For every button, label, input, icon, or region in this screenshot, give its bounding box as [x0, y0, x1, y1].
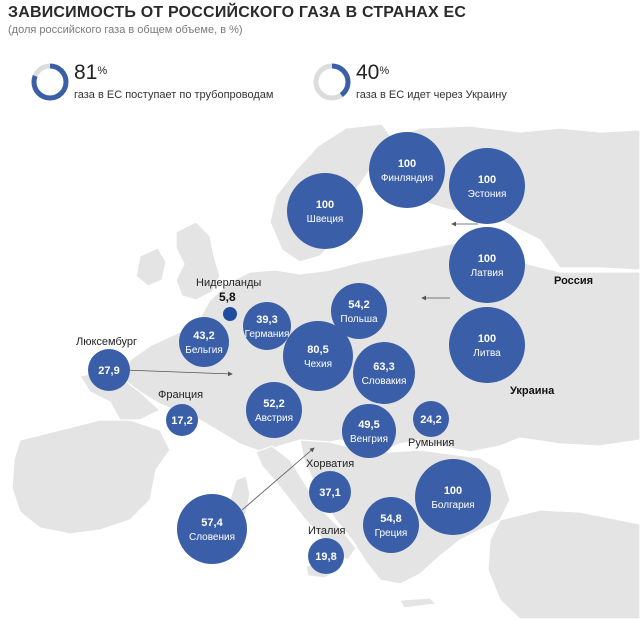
bubble-label: Латвия	[471, 268, 504, 279]
bubble-value: 52,2	[263, 398, 284, 410]
ring-chart-icon	[313, 63, 351, 101]
bubble-value: 37,1	[319, 487, 340, 499]
page-title: ЗАВИСИМОСТЬ ОТ РОССИЙСКОГО ГАЗА В СТРАНА…	[8, 4, 467, 21]
bubble-label: Чехия	[304, 359, 332, 370]
bubble-label: Бельгия	[185, 345, 223, 356]
bubble-label: Словакия	[362, 376, 407, 387]
bubble-finland: 100 Финляндия	[369, 132, 445, 208]
bubble-label: Эстония	[468, 189, 507, 200]
bubble-italy: 19,8	[308, 538, 344, 574]
bubble-value: 54,2	[348, 299, 369, 311]
bubble-belgium: 43,2 Бельгия	[179, 317, 229, 367]
label-croatia: Хорватия	[306, 458, 354, 470]
bubble-value: 19,8	[315, 551, 336, 563]
stat-description: газа в ЕС поступает по трубопроводам	[74, 89, 274, 101]
bubble-value: 80,5	[307, 344, 328, 356]
bubble-value: 24,2	[420, 414, 441, 426]
label-netherlands: Нидерланды	[196, 277, 261, 289]
bubble-slovakia: 63,3 Словакия	[353, 342, 415, 404]
bubble-value: 100	[398, 158, 416, 170]
bubble-value: 17,2	[171, 415, 192, 427]
page-subtitle: (доля российского газа в общем объеме, в…	[8, 24, 243, 36]
bubble-germany: 39,3 Германия	[243, 302, 291, 350]
bubble-value: 54,8	[380, 513, 401, 525]
label-luxembourg: Люксембург	[76, 336, 137, 348]
bubble-value: 43,2	[193, 330, 214, 342]
bubble-value: 100	[316, 199, 334, 211]
bubble-greece: 54,8 Греция	[363, 497, 419, 553]
bubble-lithuania: 100 Литва	[449, 307, 525, 383]
marker-netherlands	[223, 307, 237, 321]
bubble-label: Болгария	[431, 500, 474, 511]
stat-value: 81%	[74, 61, 108, 84]
bubble-value: 100	[444, 485, 462, 497]
bubble-value: 57,4	[201, 517, 223, 529]
stat-value: 40%	[356, 61, 390, 84]
bubble-label: Греция	[375, 528, 408, 539]
bubble-value: 63,3	[373, 361, 394, 373]
bubble-label: Польша	[340, 314, 378, 325]
bubble-label: Финляндия	[381, 173, 433, 184]
bubble-czech: 80,5 Чехия	[283, 321, 353, 391]
bubble-luxembourg: 27,9	[88, 349, 130, 391]
bubble-latvia: 100 Латвия	[449, 227, 525, 303]
bubble-poland: 54,2 Польша	[331, 283, 387, 339]
bubble-estonia: 100 Эстония	[449, 148, 525, 224]
pointer-lines	[123, 221, 478, 511]
bubble-france: 17,2	[166, 404, 198, 436]
bubble-austria: 52,2 Австрия	[246, 382, 302, 438]
region-label-ukraine: Украина	[510, 385, 555, 397]
bubble-label: Литва	[473, 348, 501, 359]
bubble-bulgaria: 100 Болгария	[415, 459, 491, 535]
label-romania: Румыния	[408, 437, 454, 449]
region-label-russia: Россия	[554, 275, 593, 287]
bubble-label: Австрия	[255, 413, 293, 424]
bubble-sweden: 100 Швеция	[287, 173, 363, 249]
value-netherlands: 5,8	[219, 290, 236, 304]
bubble-croatia: 37,1	[309, 471, 351, 513]
bubble-value: 39,3	[256, 314, 277, 326]
europe-map: Россия Украина Нидерланды 5,8 Люксембург…	[11, 123, 640, 619]
bubble-hungary: 49,5 Венгрия	[342, 404, 396, 458]
ring-chart-icon	[31, 63, 69, 101]
bubble-value: 100	[478, 253, 496, 265]
bubble-label: Словения	[189, 532, 235, 543]
bubble-label: Венгрия	[350, 434, 388, 445]
label-france: Франция	[158, 389, 203, 401]
bubble-value: 100	[478, 333, 496, 345]
bubble-label: Швеция	[307, 214, 344, 225]
stat-description: газа в ЕС идет через Украину	[356, 89, 507, 101]
bubble-label: Германия	[245, 329, 290, 340]
label-italy: Италия	[308, 525, 346, 537]
bubble-value: 100	[478, 174, 496, 186]
bubble-value: 49,5	[358, 419, 379, 431]
bubble-romania: 24,2	[413, 401, 449, 437]
bubble-value: 27,9	[98, 365, 119, 377]
bubble-slovenia: 57,4 Словения	[177, 494, 247, 564]
